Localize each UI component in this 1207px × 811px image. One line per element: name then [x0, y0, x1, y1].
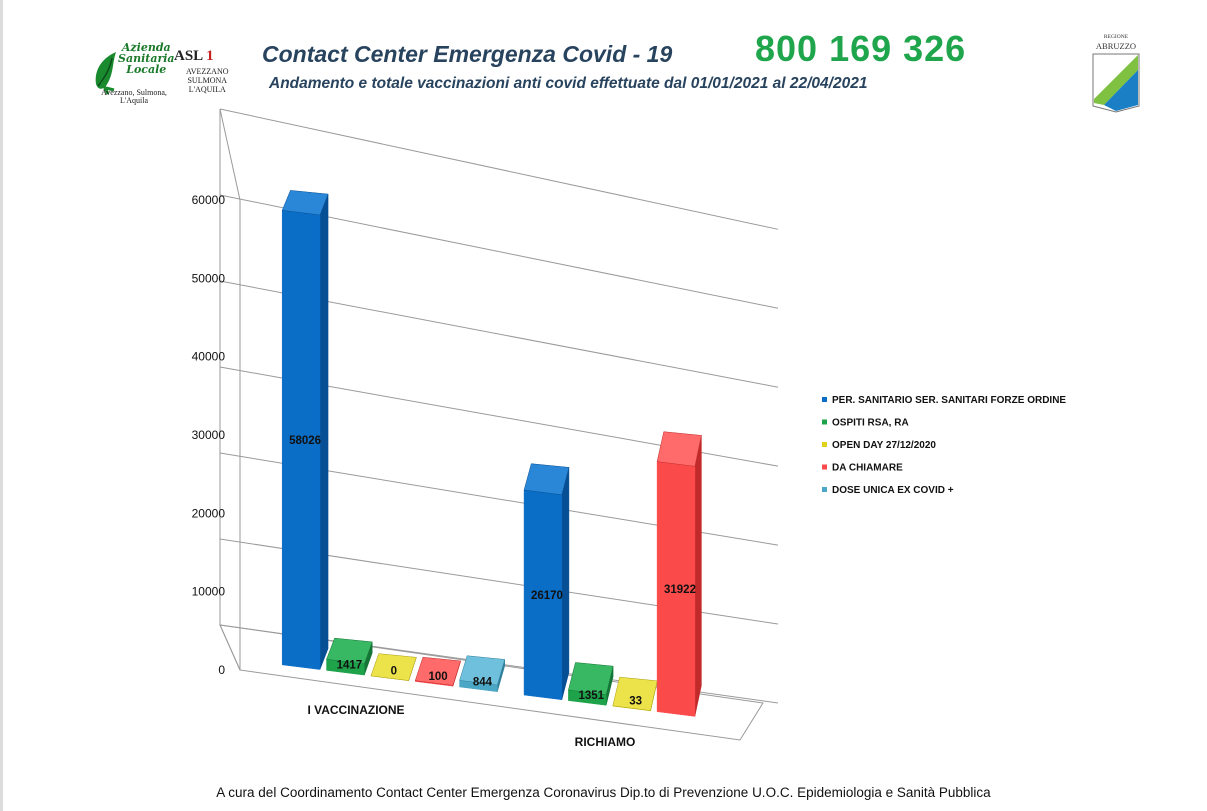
bar-top	[326, 637, 373, 665]
asl-logo-asl-text: ASL	[174, 48, 203, 64]
asl-logo-name: Azienda Sanitaria Locale	[118, 42, 175, 75]
page-title: Contact Center Emergenza Covid - 19	[262, 41, 673, 67]
asl-logo-name-line: Sanitaria	[118, 52, 175, 65]
bar-top	[281, 190, 329, 216]
y-ticks: 0 10000 20000 30000 40000 50000 60000	[192, 193, 226, 677]
asl-logo-asl-number: 1	[206, 48, 214, 64]
bars	[281, 190, 702, 717]
bar	[414, 656, 461, 687]
bar	[459, 655, 506, 692]
region-logo: REGIONE ABRUZZO	[1090, 34, 1142, 114]
y-tick-label: 30000	[192, 428, 226, 442]
y-tick-label: 10000	[192, 585, 226, 599]
bar	[523, 463, 570, 701]
x-category-label: RICHIAMO	[575, 735, 636, 749]
footer-credit: A cura del Coordinamento Contact Center …	[216, 785, 991, 800]
y-tick-label: 40000	[192, 350, 226, 364]
bar-side	[694, 435, 702, 717]
legend-swatch	[822, 487, 827, 492]
phone-number: 800 169 326	[755, 28, 967, 69]
y-tick-label: 20000	[192, 506, 226, 520]
region-logo-line2: ABRUZZO	[1095, 41, 1137, 51]
asl-logo-subline-line: L'Aquila	[119, 96, 149, 105]
bar-top	[414, 656, 461, 686]
asl-logo-name-line: Locale	[126, 63, 167, 76]
legend-label: PER. SANITARIO SER. SANITARI FORZE ORDIN…	[832, 395, 1066, 406]
floor-edge	[219, 624, 241, 671]
bar-top	[459, 655, 506, 686]
data-label: 1417	[337, 660, 363, 672]
bar	[568, 662, 614, 706]
asl-logo-name-line: Azienda	[121, 41, 171, 54]
legend-label: OSPITI RSA, RA	[832, 418, 909, 429]
legend: PER. SANITARIO SER. SANITARI FORZE ORDIN…	[822, 395, 1066, 496]
bar-side	[561, 467, 570, 700]
legend-swatch	[822, 464, 827, 470]
y-tick-label: 0	[218, 663, 225, 677]
y-tick-label: 50000	[192, 271, 226, 285]
legend-swatch	[822, 419, 827, 425]
asl-logo-cities: AVEZZANO SULMONA L'AQUILA	[186, 67, 229, 94]
data-labels: 58026 1417 0 100 844 26170 1351 33 31922	[289, 435, 696, 708]
data-label: 58026	[289, 435, 321, 447]
legend-label: DA CHIAMARE	[832, 463, 903, 474]
bar	[326, 637, 373, 676]
data-label: 26170	[531, 590, 563, 602]
bar	[656, 431, 702, 717]
data-label: 1351	[579, 690, 605, 702]
asl-logo-asl: ASL 1	[174, 48, 214, 65]
data-label: 100	[429, 671, 448, 683]
asl-logo-subline-line: Avezzano, Sulmona,	[101, 88, 167, 97]
data-label: 844	[473, 676, 493, 688]
data-label: 31922	[664, 584, 696, 596]
y-tick-label: 60000	[192, 193, 226, 207]
region-logo-line1: REGIONE	[1103, 34, 1129, 40]
legend-label: OPEN DAY 27/12/2020	[832, 440, 936, 451]
bar-top	[568, 662, 614, 695]
legend-swatch	[822, 442, 827, 447]
wall-top-edge	[219, 108, 241, 201]
bar	[370, 653, 417, 681]
bar-side	[319, 194, 329, 670]
bar	[612, 676, 658, 712]
leaf-icon	[95, 52, 116, 95]
gridline	[219, 108, 779, 230]
asl-logo: Azienda Sanitaria Locale ASL 1 AVEZZANO …	[92, 40, 242, 105]
page-subtitle: Andamento e totale vaccinazioni anti cov…	[269, 75, 868, 92]
page-edge	[0, 0, 3, 811]
bar	[281, 190, 329, 670]
x-category-label: I VACCINAZIONE	[307, 703, 404, 717]
legend-swatch	[822, 397, 827, 402]
legend-label: DOSE UNICA EX COVID +	[832, 485, 954, 496]
data-label: 0	[391, 665, 397, 677]
asl-logo-city: AVEZZANO	[186, 67, 229, 76]
region-shield-icon	[1092, 53, 1140, 113]
bar-top	[370, 653, 417, 681]
bar-top	[656, 431, 702, 467]
asl-logo-city: SULMONA	[187, 76, 228, 85]
asl-logo-city: L'AQUILA	[188, 85, 226, 94]
bar-top	[523, 463, 570, 496]
asl-logo-subline: Avezzano, Sulmona, L'Aquila	[94, 89, 174, 105]
data-label: 33	[629, 695, 642, 707]
